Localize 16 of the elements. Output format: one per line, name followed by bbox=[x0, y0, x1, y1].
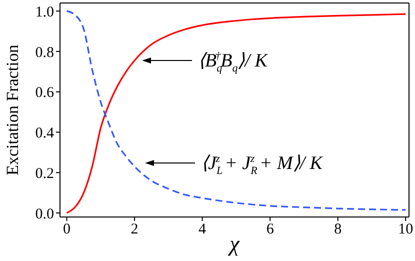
annotation: ⟨J$_{L}$$^{z}$ + J$_{R}$$^{z}$ + M⟩/ K bbox=[201, 153, 324, 177]
x-tick-label: 8 bbox=[334, 222, 342, 238]
y-axis-title: Excitation Fraction bbox=[3, 44, 22, 176]
x-tick-label: 4 bbox=[198, 222, 207, 238]
x-axis-title: χ bbox=[228, 231, 241, 256]
y-tick-label: 0.6 bbox=[35, 85, 54, 102]
y-tick-label: 0.2 bbox=[35, 166, 54, 182]
y-tick-label: 0.0 bbox=[35, 206, 54, 222]
y-tick-label: 1.0 bbox=[35, 4, 54, 20]
y-tick-label: 0.8 bbox=[35, 44, 54, 61]
x-tick-label: 6 bbox=[266, 222, 274, 238]
x-tick-label: 10 bbox=[398, 222, 414, 238]
x-tick-label: 0 bbox=[63, 222, 71, 238]
annotation: ⟨B$_{q}$$^{†}$B$_{q}$⟩/ K bbox=[198, 50, 269, 75]
x-tick-label: 2 bbox=[130, 222, 138, 238]
y-tick-label: 0.4 bbox=[35, 126, 54, 142]
